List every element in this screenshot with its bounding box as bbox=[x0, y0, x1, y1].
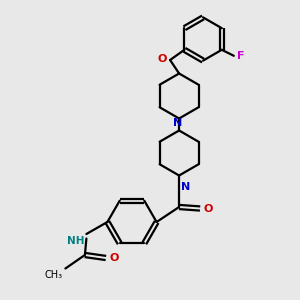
Text: N: N bbox=[182, 182, 191, 193]
Text: O: O bbox=[110, 253, 119, 263]
Text: O: O bbox=[157, 53, 167, 64]
Text: F: F bbox=[237, 51, 244, 61]
Text: N: N bbox=[173, 118, 182, 128]
Text: CH₃: CH₃ bbox=[45, 270, 63, 280]
Text: NH: NH bbox=[68, 236, 85, 245]
Text: O: O bbox=[204, 203, 213, 214]
